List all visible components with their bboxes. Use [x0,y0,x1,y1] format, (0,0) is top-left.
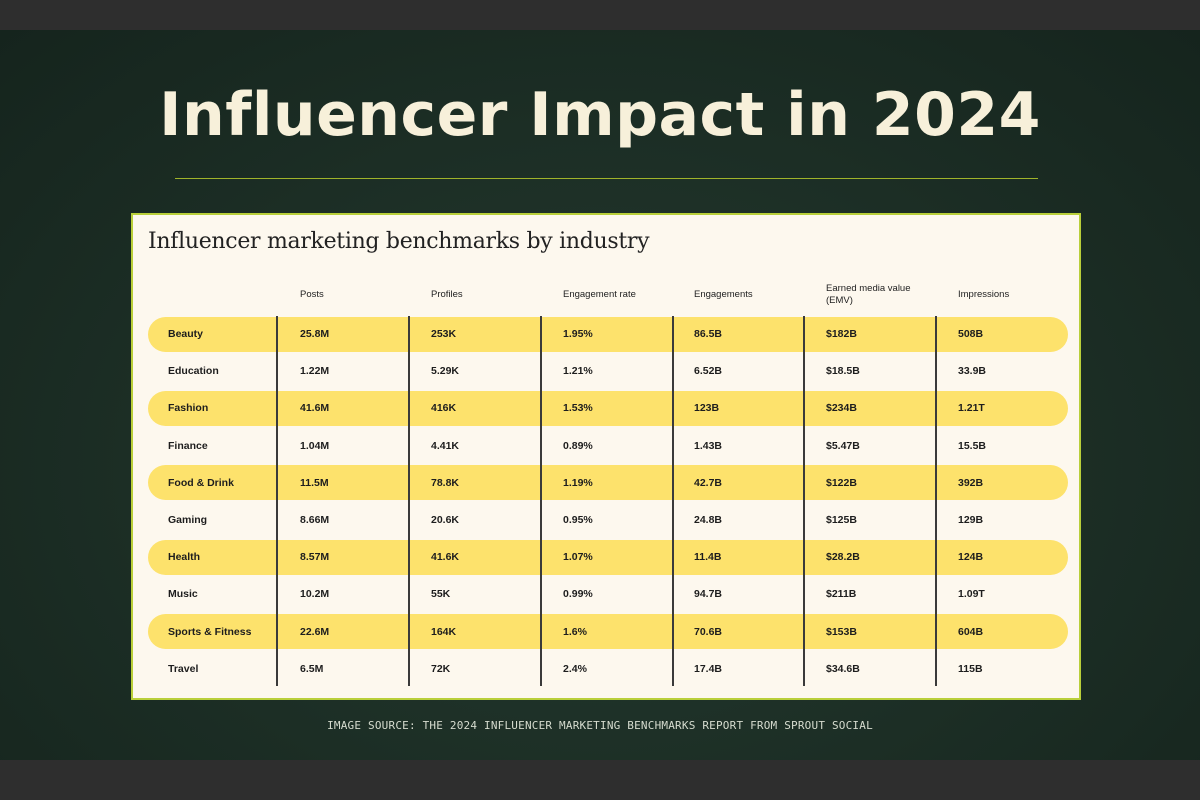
table-cell: 129B [958,514,984,526]
bottom-bar [0,760,1200,800]
table-cell: 11.5M [300,476,329,489]
row-highlight [148,465,1068,501]
column-divider [408,316,410,686]
table-cell: 94.7B [694,588,723,601]
table-cell: 8.66M [300,514,330,526]
table-cell: $18.5B [826,365,860,378]
table-cell: 55K [431,588,451,601]
industry-label: Food & Drink [168,476,234,489]
table-cell: 42.7B [694,476,723,489]
table-cell: 604B [958,625,984,638]
table-cell: 17.4B [694,662,723,675]
industry-label: Fashion [168,402,209,415]
table-cell: 41.6M [300,402,330,415]
table-cell: 25.8M [300,328,330,340]
column-divider [672,316,674,686]
table-cell: 24.8B [694,514,723,526]
row-highlight [148,316,1068,352]
benchmarks-table-card: Influencer marketing benchmarks by indus… [131,213,1081,700]
table-cell: $34.6B [826,662,860,675]
table-cell: 2.4% [563,662,587,675]
table-cell: 70.6B [694,625,723,638]
table-cell: 164K [431,625,457,638]
table-cell: 5.29K [431,365,460,378]
table-cell: 78.8K [431,476,460,489]
table-cell: 123B [694,402,720,415]
table-cell: 4.41K [431,439,460,452]
table-cell: $211B [826,588,857,601]
row-highlight [148,614,1068,650]
table-cell: 86.5B [694,328,723,340]
table-cell: 0.89% [563,439,593,452]
industry-label: Beauty [168,328,204,340]
table-cell: 6.5M [300,662,324,675]
table-cell: 1.21T [958,402,985,415]
table-cell: 1.22M [300,365,330,378]
column-divider [540,316,542,686]
column-header: Engagements [694,289,753,300]
image-source-caption: IMAGE SOURCE: THE 2024 INFLUENCER MARKET… [327,719,873,732]
table-cell: $234B [826,402,857,415]
industry-label: Sports & Fitness [168,625,252,638]
column-header: Posts [300,289,324,300]
industry-label: Finance [168,439,208,452]
table-cell: 392B [958,476,984,489]
table-cell: $28.2B [826,551,860,564]
table-cell: 20.6K [431,514,460,526]
table-cell: 1.04M [300,439,330,452]
table-cell: 1.95% [563,328,593,340]
table-cell: $153B [826,625,857,638]
table-cell: 6.52B [694,365,723,378]
row-highlight [148,539,1068,575]
column-divider [935,316,937,686]
table-cell: 33.9B [958,365,987,378]
column-divider [803,316,805,686]
table-cell: 15.5B [958,439,987,452]
table-cell: $5.47B [826,439,860,452]
table-cell: 253K [431,328,457,340]
table-cell: 1.19% [563,476,593,489]
industry-label: Health [168,551,201,564]
table-cell: 124B [958,551,984,564]
industry-label: Music [168,588,198,601]
industry-label: Gaming [168,514,208,526]
table-cell: 41.6K [431,551,460,564]
row-highlight [148,390,1068,426]
slide: Influencer Impact in 2024 Influencer mar… [0,30,1200,760]
column-header: Engagement rate [563,289,636,300]
table-cell: 1.21% [563,365,593,378]
table-cell: 22.6M [300,625,330,638]
column-divider [276,316,278,686]
top-bar [0,0,1200,30]
table-cell: 11.4B [694,551,722,564]
table-cell: 1.43B [694,439,723,452]
table-cell: 8.57M [300,551,330,564]
table-cell: 508B [958,328,984,340]
table-cell: $182B [826,328,857,340]
table-cell: 72K [431,662,451,675]
table-cell: 1.6% [563,625,587,638]
table-cell: 10.2M [300,588,330,601]
table-cell: 1.53% [563,402,593,415]
industry-label: Travel [168,662,199,675]
table-cell: 0.99% [563,588,593,601]
column-header: Profiles [431,289,463,300]
table-cell: 115B [958,662,983,675]
column-header: Earned media value (EMV) [826,283,911,306]
table-cell: 1.09T [958,588,985,601]
table-cell: 416K [431,402,457,415]
column-header: Impressions [958,289,1010,300]
table-cell: 1.07% [563,551,593,564]
table-cell: $125B [826,514,857,526]
table-cell: 0.95% [563,514,593,526]
table-title: Influencer marketing benchmarks by indus… [148,229,650,254]
table-cell: $122B [826,476,857,489]
divider [175,178,1038,179]
industry-label: Education [168,365,219,378]
page-title: Influencer Impact in 2024 [159,80,1041,150]
